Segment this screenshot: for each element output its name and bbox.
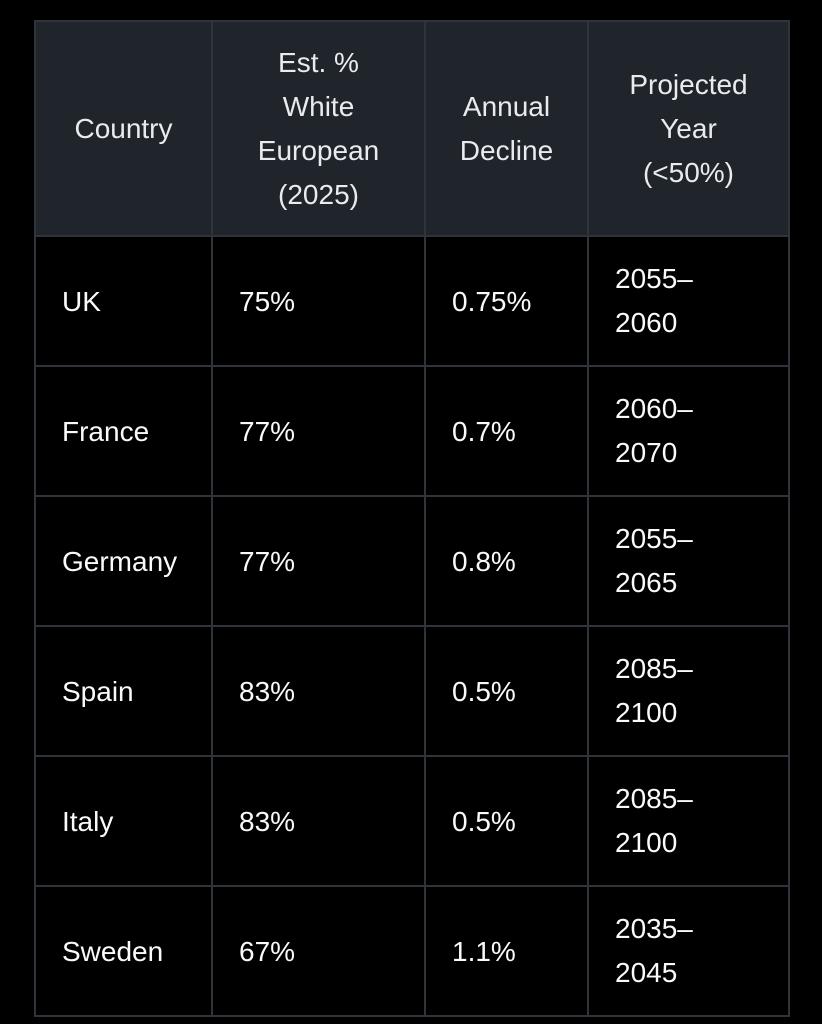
cell-country: UK (34, 235, 213, 367)
table-row: Italy 83% 0.5% 2085–2100 (34, 755, 790, 887)
annual-decline-value: 0.7% (452, 415, 516, 447)
cell-pct-white: 83% (211, 625, 426, 757)
country-value: Spain (62, 675, 134, 707)
pct-white-value: 83% (239, 805, 296, 837)
pct-white-value: 83% (239, 675, 296, 707)
column-header-country: Country (34, 20, 213, 237)
cell-country: France (34, 365, 213, 497)
cell-pct-white: 77% (211, 495, 426, 627)
cell-country: Italy (34, 755, 213, 887)
annual-decline-value: 1.1% (452, 935, 516, 967)
pct-white-value: 77% (239, 415, 296, 447)
cell-annual-decline: 0.5% (424, 755, 589, 887)
cell-annual-decline: 0.8% (424, 495, 589, 627)
table-row: UK 75% 0.75% 2055–2060 (34, 235, 790, 367)
cell-projected-year: 2060–2070 (587, 365, 790, 497)
cell-pct-white: 75% (211, 235, 426, 367)
cell-pct-white: 77% (211, 365, 426, 497)
table-row: France 77% 0.7% 2060–2070 (34, 365, 790, 497)
pct-white-value: 75% (239, 285, 296, 317)
cell-projected-year: 2035–2045 (587, 885, 790, 1017)
cell-annual-decline: 0.75% (424, 235, 589, 367)
cell-annual-decline: 0.7% (424, 365, 589, 497)
projected-year-value: 2035–2045 (615, 913, 693, 988)
demographics-table: Country Est. % White European (2025) Ann… (34, 20, 790, 1017)
column-header-projected-year: Projected Year (<50%) (587, 20, 790, 237)
country-value: Italy (62, 805, 114, 837)
cell-projected-year: 2055–2065 (587, 495, 790, 627)
cell-country: Sweden (34, 885, 213, 1017)
cell-projected-year: 2085–2100 (587, 625, 790, 757)
country-value: Germany (62, 545, 178, 577)
table-row: Spain 83% 0.5% 2085–2100 (34, 625, 790, 757)
cell-country: Spain (34, 625, 213, 757)
cell-pct-white: 83% (211, 755, 426, 887)
pct-white-value: 77% (239, 545, 296, 577)
header-row: Country Est. % White European (2025) Ann… (34, 20, 790, 237)
annual-decline-value: 0.8% (452, 545, 516, 577)
column-header-pct-white-2025: Est. % White European (2025) (211, 20, 426, 237)
column-header-annual-decline: Annual Decline (424, 20, 589, 237)
cell-annual-decline: 0.5% (424, 625, 589, 757)
country-value: UK (62, 285, 101, 317)
annual-decline-value: 0.75% (452, 285, 532, 317)
projected-year-value: 2055–2060 (615, 263, 693, 338)
projected-year-value: 2085–2100 (615, 783, 693, 858)
country-value: Sweden (62, 935, 164, 967)
table-row: Sweden 67% 1.1% 2035–2045 (34, 885, 790, 1017)
cell-annual-decline: 1.1% (424, 885, 589, 1017)
annual-decline-value: 0.5% (452, 675, 516, 707)
pct-white-value: 67% (239, 935, 296, 967)
annual-decline-value: 0.5% (452, 805, 516, 837)
table-row: Germany 77% 0.8% 2055–2065 (34, 495, 790, 627)
projected-year-value: 2060–2070 (615, 393, 693, 468)
cell-projected-year: 2055–2060 (587, 235, 790, 367)
projected-year-value: 2085–2100 (615, 653, 693, 728)
cell-projected-year: 2085–2100 (587, 755, 790, 887)
projected-year-value: 2055–2065 (615, 523, 693, 598)
cell-country: Germany (34, 495, 213, 627)
country-value: France (62, 415, 150, 447)
cell-pct-white: 67% (211, 885, 426, 1017)
